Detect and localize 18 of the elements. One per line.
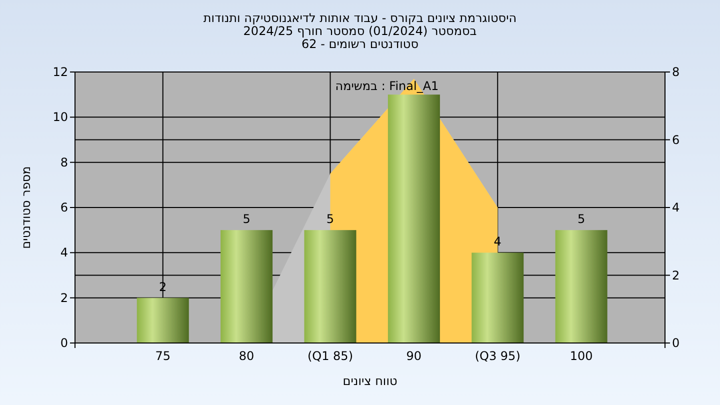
y2-tick-label: 8	[672, 65, 680, 79]
ylabel: מספר סטודנטים	[19, 166, 33, 249]
y2-tick-label: 4	[672, 200, 680, 214]
y-tick-label: 12	[52, 65, 68, 79]
y2-tick-label: 6	[672, 132, 680, 147]
y-tick-label: 10	[52, 110, 68, 124]
subtitle: סטודנטים רשומים - 62	[301, 37, 419, 51]
y2-tick-label: 0	[672, 336, 680, 350]
annotation: Final_A1 : במשימה	[335, 79, 439, 93]
y-tick-label: 8	[60, 155, 68, 170]
y-tick-label: 4	[60, 246, 68, 260]
xlabel: טווח ציונים	[342, 374, 398, 388]
title: בסמסטר (01/2024) סמסטר חורף 2024/25	[243, 24, 477, 38]
y-tick-label: 0	[60, 336, 68, 350]
y2-tick-label: 2	[672, 268, 680, 282]
title: היסטוגרמת ציונים בקורס - עבוד אותות לדיאגנוסטיקה ותנודות	[203, 11, 517, 25]
y-tick-label: 6	[60, 200, 68, 214]
y-tick-label: 2	[60, 290, 68, 305]
